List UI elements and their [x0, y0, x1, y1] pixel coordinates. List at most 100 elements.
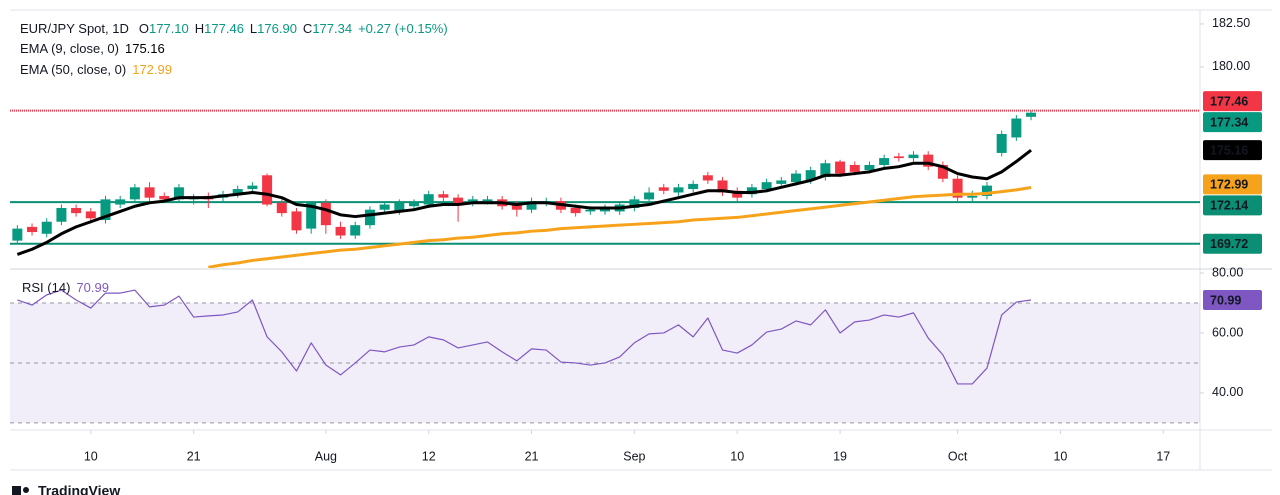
- logo: TradingView: [12, 483, 120, 495]
- ohlc-value: 176.90: [257, 21, 297, 36]
- candle-body: [409, 202, 420, 207]
- header: EUR/JPY Spot, 1D O177.10 H177.46 L176.90 C17…: [20, 21, 448, 36]
- candle-body: [644, 192, 655, 200]
- ohlc-key: L: [250, 21, 257, 36]
- ohlc-key: O: [139, 21, 149, 36]
- candle-body: [482, 199, 493, 202]
- x-tick-label: Oct: [948, 449, 968, 463]
- ohlc-value: 177.46: [204, 21, 244, 36]
- candle-body: [423, 194, 434, 205]
- candle-body: [967, 195, 978, 198]
- price-badge: [1203, 174, 1262, 195]
- candle-body: [41, 221, 52, 234]
- candle-body: [702, 175, 713, 181]
- candle-body: [849, 164, 860, 172]
- price-pane: [10, 109, 1200, 268]
- x-tick-label: 12: [422, 449, 436, 463]
- candle-body: [761, 182, 772, 190]
- price-badge-label: 172.99: [1210, 178, 1248, 192]
- candle-body: [937, 164, 948, 179]
- candle-body: [247, 185, 258, 190]
- ohlc-key: C: [303, 21, 312, 36]
- symbol-title: EUR/JPY Spot, 1D: [20, 21, 129, 36]
- candle-body: [776, 180, 787, 184]
- candle-body: [27, 226, 38, 233]
- ema50-legend: EMA (50, close, 0) 172.99: [20, 62, 172, 77]
- price-badge-label: 177.34: [1210, 115, 1248, 129]
- candle-body: [306, 202, 317, 229]
- x-tick-label: 17: [1156, 449, 1170, 463]
- candle-body: [144, 187, 155, 198]
- indicator-value: 175.16: [125, 41, 165, 56]
- candle-body: [879, 158, 890, 165]
- ema-line: [208, 186, 1032, 268]
- candle-body: [276, 202, 287, 214]
- candle-body: [805, 170, 816, 181]
- candle-body: [981, 185, 992, 196]
- logo-mark: [23, 487, 29, 493]
- candle-body: [673, 187, 684, 193]
- candle-body: [952, 178, 963, 198]
- price-badge-label: 169.72: [1210, 237, 1248, 251]
- x-tick-label: 10: [730, 449, 744, 463]
- ohlc-value: 177.34: [312, 21, 352, 36]
- candle-body: [56, 207, 67, 222]
- candle-body: [467, 199, 478, 203]
- candle-body: [511, 204, 522, 210]
- candle-body: [893, 156, 904, 159]
- logo-mark: [12, 486, 21, 495]
- x-tick-label: 10: [1053, 449, 1067, 463]
- candle-body: [379, 204, 390, 210]
- ema-line: [16, 148, 1032, 256]
- candle-body: [600, 207, 610, 212]
- indicator-value: 70.99: [76, 280, 109, 295]
- candle-body: [364, 209, 375, 226]
- candle-body: [923, 154, 934, 167]
- candle-body: [453, 197, 464, 205]
- rsi-pane: [10, 289, 1200, 424]
- candle-body: [996, 134, 1007, 153]
- x-tick-label: 19: [833, 449, 847, 463]
- ohlc-key: H: [195, 21, 204, 36]
- candle-body: [732, 190, 743, 198]
- price-badge-label: 70.99: [1210, 293, 1241, 307]
- candle-body: [335, 226, 346, 236]
- price-badge: [1203, 290, 1262, 311]
- indicator-name: RSI (14): [22, 280, 70, 295]
- x-tick-label: 21: [525, 449, 539, 463]
- ohlc-value: 177.10: [149, 21, 189, 36]
- candle-body: [820, 163, 831, 178]
- candle-body: [1026, 112, 1037, 117]
- candle-body: [100, 199, 111, 221]
- candle-body: [115, 199, 126, 205]
- x-tick-label: Aug: [315, 449, 337, 463]
- candle-body: [129, 187, 140, 200]
- candle-body: [438, 194, 449, 198]
- candle-body: [585, 209, 596, 212]
- candle-body: [717, 180, 728, 193]
- candle-body: [85, 211, 96, 219]
- candle-body: [790, 173, 801, 183]
- candle-body: [746, 187, 757, 195]
- candle-body: [908, 154, 919, 159]
- candle-body: [629, 199, 640, 208]
- candle-body: [159, 195, 170, 200]
- candle-body: [350, 225, 361, 236]
- price-badge: [1203, 140, 1262, 161]
- candle-body: [658, 187, 669, 191]
- candle-body: [394, 202, 405, 212]
- rsi-line: [17, 289, 1032, 385]
- x-tick-label: 21: [187, 449, 201, 463]
- indicator-name: EMA (50, close, 0): [20, 62, 126, 77]
- candle-body: [688, 183, 699, 190]
- price-badge: [1203, 233, 1262, 254]
- price-badge: [1203, 195, 1262, 216]
- y-tick-label: 182.50: [1212, 16, 1250, 30]
- y-tick-label: 60.00: [1212, 325, 1243, 339]
- candle-body: [12, 228, 23, 241]
- y-tick-label: 40.00: [1212, 385, 1243, 399]
- ema9-legend: EMA (9, close, 0) 175.16: [20, 41, 165, 56]
- candle-body: [291, 211, 302, 231]
- price-badge: [1203, 112, 1262, 133]
